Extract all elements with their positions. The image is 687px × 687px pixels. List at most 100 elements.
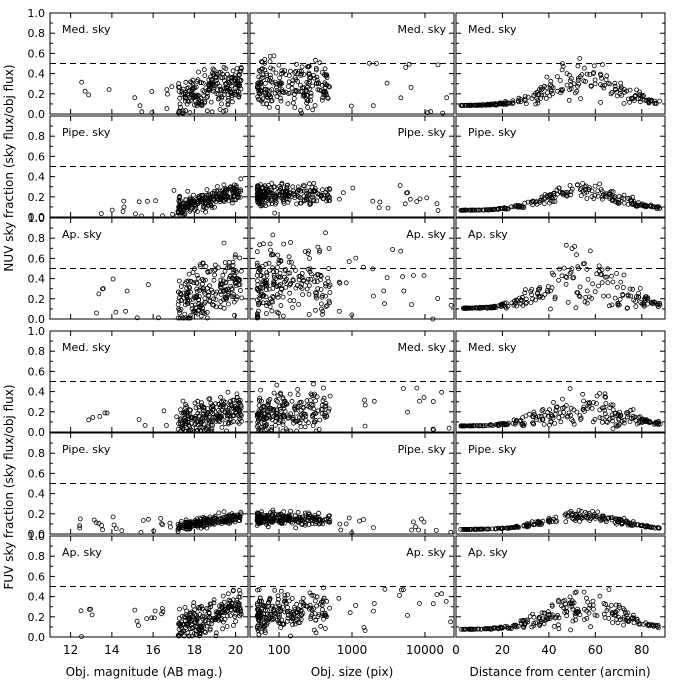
- data-point: [471, 526, 477, 532]
- data-point: [184, 522, 190, 528]
- data-point: [537, 285, 543, 291]
- data-point: [582, 617, 587, 622]
- data-point: [370, 266, 376, 272]
- data-point: [327, 605, 333, 611]
- data-point: [266, 512, 272, 518]
- data-point: [599, 405, 605, 411]
- data-point: [273, 397, 279, 403]
- data-point: [581, 589, 587, 595]
- data-point: [425, 110, 431, 115]
- data-point: [308, 201, 314, 207]
- data-point: [418, 516, 424, 522]
- data-point: [580, 515, 586, 520]
- data-point: [226, 276, 232, 281]
- data-point: [491, 101, 496, 107]
- data-point: [517, 418, 523, 424]
- data-point: [196, 522, 202, 527]
- data-point: [199, 99, 205, 105]
- data-point: [219, 616, 224, 621]
- data-point: [608, 189, 614, 194]
- data-point: [204, 95, 210, 100]
- data-point: [104, 410, 110, 416]
- data-point: [201, 288, 207, 294]
- data-point: [308, 614, 314, 619]
- y-tick-label: 0.0: [28, 426, 46, 439]
- data-point: [556, 277, 561, 283]
- data-point: [577, 284, 583, 290]
- data-point: [306, 86, 312, 92]
- data-point: [594, 271, 600, 277]
- data-point: [282, 592, 288, 598]
- data-point: [228, 283, 234, 289]
- data-point: [306, 404, 312, 410]
- data-point: [291, 96, 297, 101]
- data-point: [633, 417, 639, 423]
- data-point: [540, 407, 546, 412]
- data-point: [261, 603, 267, 609]
- data-point: [642, 203, 648, 209]
- data-point: [279, 195, 285, 201]
- data-point: [263, 311, 269, 316]
- data-point: [606, 587, 612, 592]
- data-point: [647, 419, 653, 424]
- data-point: [204, 525, 210, 531]
- data-point: [211, 616, 217, 622]
- data-point: [311, 411, 316, 417]
- data-point: [552, 194, 558, 200]
- y-tick-label: 0.8: [28, 345, 46, 358]
- data-point: [230, 587, 236, 593]
- data-point: [313, 398, 318, 404]
- data-point: [179, 614, 185, 619]
- data-point: [77, 525, 83, 531]
- data-point: [195, 616, 201, 621]
- data-point: [362, 628, 368, 633]
- data-point: [211, 600, 217, 606]
- data-point: [270, 518, 276, 524]
- data-point: [582, 261, 587, 266]
- data-point: [177, 310, 183, 316]
- data-point: [313, 410, 319, 416]
- data-point: [573, 305, 579, 311]
- data-point: [298, 424, 304, 430]
- data-point: [196, 408, 202, 414]
- data-point: [636, 202, 642, 208]
- data-point: [177, 418, 183, 424]
- data-point: [523, 287, 528, 293]
- data-point: [400, 386, 406, 392]
- data-point: [653, 101, 659, 106]
- data-point: [260, 184, 266, 190]
- data-point: [281, 599, 287, 604]
- data-point: [229, 601, 235, 607]
- data-point: [254, 624, 260, 629]
- data-point: [600, 419, 605, 425]
- data-point: [428, 109, 434, 114]
- data-point: [532, 522, 538, 527]
- data-point: [235, 607, 241, 613]
- data-point: [305, 105, 311, 110]
- data-point: [446, 425, 452, 431]
- data-point: [474, 102, 480, 108]
- data-point: [254, 278, 260, 284]
- data-point: [271, 53, 277, 59]
- data-point: [608, 91, 614, 97]
- data-point: [113, 526, 119, 531]
- data-point: [196, 626, 202, 632]
- data-point: [211, 86, 217, 92]
- data-point: [256, 265, 262, 271]
- data-point: [401, 288, 407, 294]
- data-point: [212, 414, 218, 420]
- data-point: [616, 517, 622, 523]
- data-point: [210, 66, 216, 72]
- data-point: [267, 59, 273, 64]
- data-point: [537, 198, 543, 204]
- data-point: [196, 97, 202, 103]
- scatter-points: [254, 585, 454, 639]
- data-point: [272, 90, 278, 96]
- data-point: [271, 280, 277, 286]
- data-point: [637, 285, 643, 291]
- data-point: [159, 611, 165, 617]
- data-point: [260, 75, 266, 81]
- data-point: [322, 82, 328, 87]
- data-point: [194, 196, 200, 202]
- data-point: [319, 82, 325, 88]
